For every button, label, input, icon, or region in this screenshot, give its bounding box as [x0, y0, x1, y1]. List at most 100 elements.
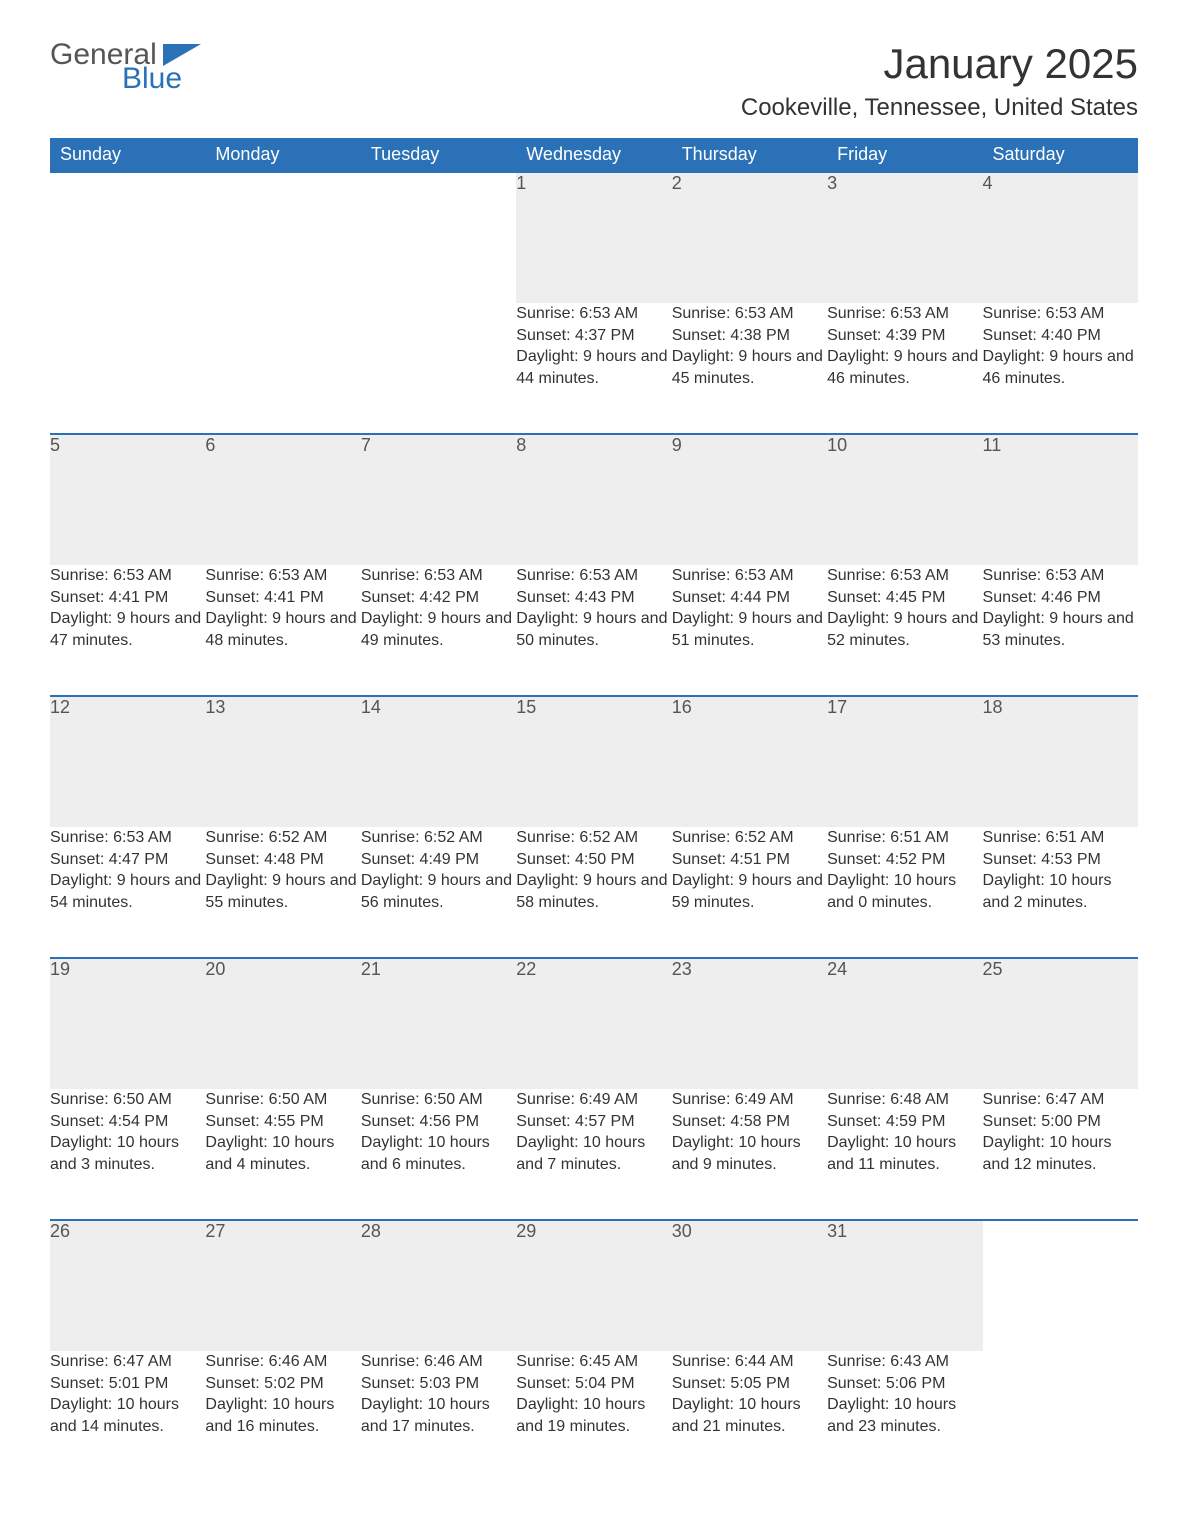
day-number-cell: 10: [827, 434, 982, 565]
day-body-cell: Sunrise: 6:51 AMSunset: 4:53 PMDaylight:…: [983, 827, 1138, 958]
sunrise-line: Sunrise: 6:52 AM: [361, 827, 516, 849]
day-body-cell: Sunrise: 6:52 AMSunset: 4:51 PMDaylight:…: [672, 827, 827, 958]
sunset-line: Sunset: 5:02 PM: [205, 1373, 360, 1395]
sunrise-line: Sunrise: 6:53 AM: [672, 565, 827, 587]
daylight-line: Daylight: 9 hours and 46 minutes.: [827, 346, 982, 389]
sunrise-line: Sunrise: 6:53 AM: [516, 565, 671, 587]
sunset-line: Sunset: 5:00 PM: [983, 1111, 1138, 1133]
weekday-header: Thursday: [672, 138, 827, 172]
day-body-cell: Sunrise: 6:45 AMSunset: 5:04 PMDaylight:…: [516, 1351, 671, 1481]
day-body-cell: [50, 303, 205, 434]
day-number-row: 1234: [50, 172, 1138, 303]
sunset-line: Sunset: 5:04 PM: [516, 1373, 671, 1395]
location-subtitle: Cookeville, Tennessee, United States: [741, 94, 1138, 122]
day-body-cell: Sunrise: 6:46 AMSunset: 5:02 PMDaylight:…: [205, 1351, 360, 1481]
daylight-line: Daylight: 10 hours and 7 minutes.: [516, 1132, 671, 1175]
sunrise-line: Sunrise: 6:47 AM: [983, 1089, 1138, 1111]
weekday-header: Monday: [205, 138, 360, 172]
sunset-line: Sunset: 4:41 PM: [205, 587, 360, 609]
daylight-line: Daylight: 10 hours and 11 minutes.: [827, 1132, 982, 1175]
daylight-line: Daylight: 10 hours and 6 minutes.: [361, 1132, 516, 1175]
day-number-cell: 20: [205, 958, 360, 1089]
day-number-cell: 5: [50, 434, 205, 565]
sunrise-line: Sunrise: 6:50 AM: [50, 1089, 205, 1111]
sunrise-line: Sunrise: 6:53 AM: [50, 827, 205, 849]
day-number-cell: 28: [361, 1220, 516, 1351]
day-body-cell: Sunrise: 6:49 AMSunset: 4:58 PMDaylight:…: [672, 1089, 827, 1220]
sunrise-line: Sunrise: 6:53 AM: [827, 303, 982, 325]
sunrise-line: Sunrise: 6:43 AM: [827, 1351, 982, 1373]
sunset-line: Sunset: 4:41 PM: [50, 587, 205, 609]
day-body-cell: Sunrise: 6:53 AMSunset: 4:46 PMDaylight:…: [983, 565, 1138, 696]
daylight-line: Daylight: 9 hours and 59 minutes.: [672, 870, 827, 913]
daylight-line: Daylight: 10 hours and 0 minutes.: [827, 870, 982, 913]
day-body-cell: Sunrise: 6:53 AMSunset: 4:38 PMDaylight:…: [672, 303, 827, 434]
sunset-line: Sunset: 5:03 PM: [361, 1373, 516, 1395]
sunrise-line: Sunrise: 6:53 AM: [827, 565, 982, 587]
sunrise-line: Sunrise: 6:45 AM: [516, 1351, 671, 1373]
daylight-line: Daylight: 9 hours and 45 minutes.: [672, 346, 827, 389]
day-body-cell: Sunrise: 6:53 AMSunset: 4:43 PMDaylight:…: [516, 565, 671, 696]
sunrise-line: Sunrise: 6:53 AM: [50, 565, 205, 587]
day-number-cell: 19: [50, 958, 205, 1089]
sunrise-line: Sunrise: 6:53 AM: [983, 565, 1138, 587]
day-body-row: Sunrise: 6:53 AMSunset: 4:37 PMDaylight:…: [50, 303, 1138, 434]
day-body-cell: Sunrise: 6:49 AMSunset: 4:57 PMDaylight:…: [516, 1089, 671, 1220]
day-number-cell: [361, 172, 516, 303]
sunset-line: Sunset: 4:51 PM: [672, 849, 827, 871]
sunset-line: Sunset: 4:50 PM: [516, 849, 671, 871]
day-number-cell: 30: [672, 1220, 827, 1351]
day-number-cell: 31: [827, 1220, 982, 1351]
sunset-line: Sunset: 4:59 PM: [827, 1111, 982, 1133]
page-header: General Blue January 2025 Cookeville, Te…: [50, 40, 1138, 132]
day-number-cell: 21: [361, 958, 516, 1089]
sunrise-line: Sunrise: 6:53 AM: [516, 303, 671, 325]
day-number-cell: 6: [205, 434, 360, 565]
daylight-line: Daylight: 10 hours and 19 minutes.: [516, 1394, 671, 1437]
weekday-header: Sunday: [50, 138, 205, 172]
weekday-header: Wednesday: [516, 138, 671, 172]
title-block: January 2025 Cookeville, Tennessee, Unit…: [741, 40, 1138, 132]
day-number-row: 12131415161718: [50, 696, 1138, 827]
day-body-row: Sunrise: 6:53 AMSunset: 4:47 PMDaylight:…: [50, 827, 1138, 958]
sunset-line: Sunset: 4:46 PM: [983, 587, 1138, 609]
day-body-cell: Sunrise: 6:44 AMSunset: 5:05 PMDaylight:…: [672, 1351, 827, 1481]
logo-text-blue: Blue: [122, 64, 182, 94]
day-body-row: Sunrise: 6:47 AMSunset: 5:01 PMDaylight:…: [50, 1351, 1138, 1481]
day-body-cell: Sunrise: 6:52 AMSunset: 4:49 PMDaylight:…: [361, 827, 516, 958]
day-number-cell: 2: [672, 172, 827, 303]
day-body-cell: Sunrise: 6:53 AMSunset: 4:39 PMDaylight:…: [827, 303, 982, 434]
daylight-line: Daylight: 9 hours and 54 minutes.: [50, 870, 205, 913]
sunrise-line: Sunrise: 6:52 AM: [205, 827, 360, 849]
day-number-cell: 25: [983, 958, 1138, 1089]
day-body-cell: Sunrise: 6:46 AMSunset: 5:03 PMDaylight:…: [361, 1351, 516, 1481]
day-number-cell: 15: [516, 696, 671, 827]
day-body-cell: Sunrise: 6:53 AMSunset: 4:37 PMDaylight:…: [516, 303, 671, 434]
sunset-line: Sunset: 5:05 PM: [672, 1373, 827, 1395]
logo: General Blue: [50, 40, 201, 94]
daylight-line: Daylight: 10 hours and 4 minutes.: [205, 1132, 360, 1175]
day-number-cell: 16: [672, 696, 827, 827]
day-body-cell: [205, 303, 360, 434]
sunset-line: Sunset: 4:53 PM: [983, 849, 1138, 871]
sunrise-line: Sunrise: 6:53 AM: [205, 565, 360, 587]
sunrise-line: Sunrise: 6:50 AM: [361, 1089, 516, 1111]
sunset-line: Sunset: 4:40 PM: [983, 325, 1138, 347]
day-body-cell: Sunrise: 6:53 AMSunset: 4:44 PMDaylight:…: [672, 565, 827, 696]
day-number-cell: 11: [983, 434, 1138, 565]
sunset-line: Sunset: 4:45 PM: [827, 587, 982, 609]
daylight-line: Daylight: 10 hours and 9 minutes.: [672, 1132, 827, 1175]
day-number-cell: 22: [516, 958, 671, 1089]
sunset-line: Sunset: 4:54 PM: [50, 1111, 205, 1133]
weekday-header: Saturday: [983, 138, 1138, 172]
day-number-cell: 4: [983, 172, 1138, 303]
day-number-cell: 8: [516, 434, 671, 565]
weekday-header: Tuesday: [361, 138, 516, 172]
daylight-line: Daylight: 9 hours and 51 minutes.: [672, 608, 827, 651]
sunrise-line: Sunrise: 6:49 AM: [672, 1089, 827, 1111]
day-number-cell: 14: [361, 696, 516, 827]
day-body-cell: Sunrise: 6:48 AMSunset: 4:59 PMDaylight:…: [827, 1089, 982, 1220]
sunset-line: Sunset: 4:42 PM: [361, 587, 516, 609]
day-body-cell: Sunrise: 6:53 AMSunset: 4:47 PMDaylight:…: [50, 827, 205, 958]
day-body-cell: [361, 303, 516, 434]
